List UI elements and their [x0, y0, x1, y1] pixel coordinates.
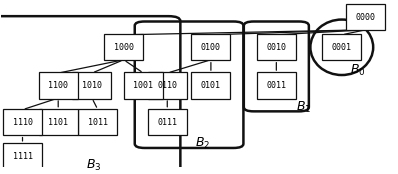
FancyBboxPatch shape — [39, 109, 78, 135]
FancyBboxPatch shape — [191, 72, 230, 99]
FancyBboxPatch shape — [257, 34, 296, 60]
Text: 0001: 0001 — [332, 43, 352, 52]
FancyBboxPatch shape — [39, 72, 78, 99]
FancyBboxPatch shape — [257, 72, 296, 99]
FancyBboxPatch shape — [148, 72, 187, 99]
Text: $B_0$: $B_0$ — [350, 63, 365, 78]
Text: 1001: 1001 — [133, 81, 154, 90]
Text: $B_2$: $B_2$ — [195, 136, 210, 151]
FancyBboxPatch shape — [78, 109, 117, 135]
FancyBboxPatch shape — [124, 72, 163, 99]
FancyBboxPatch shape — [322, 34, 361, 60]
FancyBboxPatch shape — [72, 72, 111, 99]
Text: 0101: 0101 — [201, 81, 221, 90]
FancyBboxPatch shape — [3, 109, 42, 135]
Text: 0111: 0111 — [157, 118, 177, 127]
FancyBboxPatch shape — [3, 143, 42, 169]
Text: 1011: 1011 — [88, 118, 108, 127]
Text: 1101: 1101 — [48, 118, 68, 127]
FancyBboxPatch shape — [104, 34, 143, 60]
FancyBboxPatch shape — [191, 34, 230, 60]
Text: $B_1$: $B_1$ — [296, 100, 312, 115]
Text: 0100: 0100 — [201, 43, 221, 52]
Text: 0000: 0000 — [355, 13, 376, 22]
Text: 0110: 0110 — [157, 81, 177, 90]
FancyBboxPatch shape — [148, 109, 187, 135]
Text: 0010: 0010 — [266, 43, 286, 52]
Text: 0011: 0011 — [266, 81, 286, 90]
Text: 1100: 1100 — [48, 81, 68, 90]
Text: 1110: 1110 — [12, 118, 33, 127]
Text: 1000: 1000 — [114, 43, 134, 52]
Text: $B_3$: $B_3$ — [86, 158, 101, 173]
FancyBboxPatch shape — [346, 4, 385, 30]
Text: 1010: 1010 — [82, 81, 102, 90]
Text: 1111: 1111 — [12, 152, 33, 161]
